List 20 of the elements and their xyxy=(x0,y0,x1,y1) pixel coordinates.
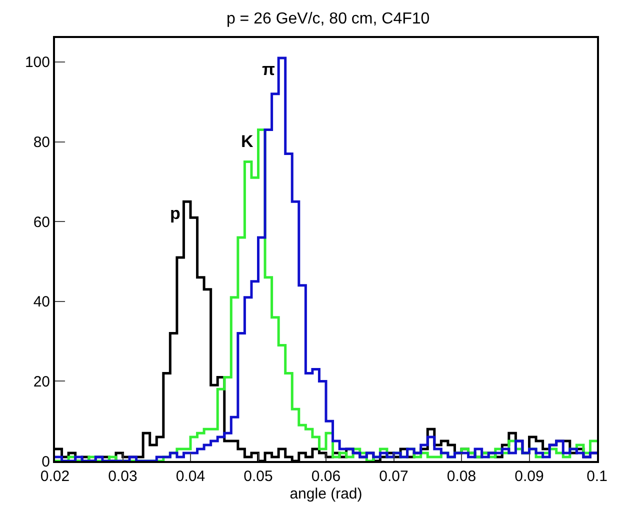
x-tick-label: 0.03 xyxy=(108,468,138,485)
y-tick-label: 100 xyxy=(24,54,50,72)
series-label: p xyxy=(170,204,180,223)
x-tick-label: 0.02 xyxy=(40,468,70,485)
chart-title: p = 26 GeV/c, 80 cm, C4F10 xyxy=(226,10,430,28)
x-tick-label: 0.04 xyxy=(176,468,206,485)
series-label: π xyxy=(262,60,276,79)
y-tick-label: 20 xyxy=(33,373,50,390)
x-tick-label: 0.07 xyxy=(379,468,408,485)
y-tick-label: 0 xyxy=(42,453,50,470)
x-tick-label: 0.1 xyxy=(586,468,608,485)
x-tick-label: 0.06 xyxy=(311,468,341,485)
y-tick-label: 60 xyxy=(33,214,50,231)
x-tick-label: 0.09 xyxy=(514,468,544,485)
x-tick-label: 0.08 xyxy=(446,468,476,485)
x-axis-title: angle (rad) xyxy=(290,486,362,502)
y-tick-label: 80 xyxy=(33,134,50,151)
x-tick-label: 0.05 xyxy=(244,468,273,485)
y-tick-label: 40 xyxy=(33,294,50,311)
series-label: K xyxy=(241,132,254,151)
